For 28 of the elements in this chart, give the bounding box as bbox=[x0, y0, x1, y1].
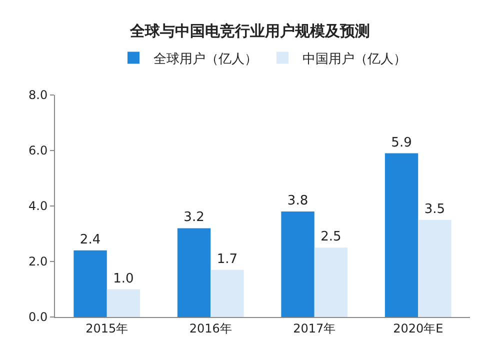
data-label: 1.7 bbox=[216, 252, 238, 267]
y-tick-label: 0.0 bbox=[28, 310, 48, 324]
y-tick-label: 6.0 bbox=[28, 144, 48, 158]
legend-label: 全球用户（亿人） bbox=[154, 52, 258, 67]
data-label: 1.0 bbox=[113, 271, 134, 286]
bar bbox=[314, 248, 348, 317]
y-tick-label: 8.0 bbox=[28, 88, 48, 102]
bar bbox=[384, 153, 418, 317]
data-label: 3.2 bbox=[184, 210, 204, 226]
legend-label: 中国用户（亿人） bbox=[302, 52, 406, 67]
data-label: 3.8 bbox=[287, 194, 308, 209]
x-tick-label: 2015年 bbox=[86, 321, 128, 336]
x-tick-label: 2020年E bbox=[393, 321, 444, 336]
bar bbox=[106, 289, 140, 317]
x-tick-label: 2016年 bbox=[189, 321, 232, 336]
data-label: 2.4 bbox=[80, 232, 101, 248]
bar bbox=[418, 220, 452, 317]
bar bbox=[74, 250, 107, 317]
bar bbox=[210, 270, 244, 317]
x-tick-label: 2017年 bbox=[293, 321, 336, 336]
data-label: 3.5 bbox=[424, 202, 446, 217]
data-label: 5.9 bbox=[391, 135, 412, 150]
data-label: 2.5 bbox=[320, 230, 342, 245]
y-tick-label: 2.0 bbox=[28, 254, 48, 269]
bar bbox=[177, 228, 211, 317]
chart-title: 全球与中国电竞行业用户规模及预测 bbox=[129, 22, 370, 40]
bar bbox=[281, 212, 314, 317]
y-tick-label: 4.0 bbox=[28, 199, 48, 214]
